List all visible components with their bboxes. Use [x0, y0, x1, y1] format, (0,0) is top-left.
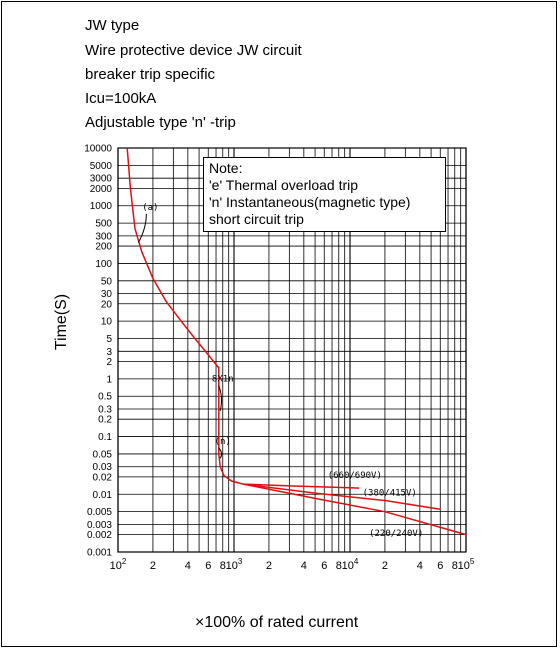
- y-tick-label: 5000: [90, 161, 113, 172]
- x-tick-label: 8: [452, 560, 458, 572]
- y-tick-label: 0.001: [87, 548, 112, 559]
- y-tick-label: 20: [101, 299, 113, 310]
- y-tick-label: 0.005: [87, 507, 112, 518]
- plot-border: [117, 147, 467, 553]
- y-tick-label: 2000: [90, 184, 113, 195]
- annotation-label: (n): [215, 437, 231, 447]
- series-line-3: [243, 483, 441, 511]
- x-tick-label: 8: [336, 560, 342, 572]
- x-tick-label: 4: [301, 560, 307, 572]
- title-line-4: Icu=100kA: [85, 90, 157, 107]
- x-axis-label: ×100% of rated current: [195, 614, 359, 631]
- y-tick-label: 500: [95, 219, 112, 230]
- title-line-3: breaker trip specific: [85, 66, 216, 83]
- y-tick-label: 100: [95, 259, 112, 270]
- x-tick-label: 6: [205, 560, 211, 572]
- x-tick-label: 8: [220, 560, 226, 572]
- y-tick-label: 0.2: [98, 415, 112, 426]
- y-tick-label: 1: [106, 374, 112, 385]
- x-tick-label: 102: [110, 557, 127, 572]
- y-axis-label: Time(S): [53, 293, 70, 351]
- annotations: (a) 8X1n (n) (660/690V) (380/415V) (220/240V): [137, 203, 423, 539]
- y-tick-label: 2: [106, 357, 112, 368]
- y-tick-label: 200: [95, 242, 112, 253]
- y-tick-label: 0.05: [93, 449, 113, 460]
- x-tick-label: 2: [266, 560, 272, 572]
- x-tick-label: 6: [437, 560, 443, 572]
- title-line-2: Wire protective device JW circuit: [85, 42, 302, 59]
- series-line-4: [243, 483, 467, 536]
- title-line-5: Adjustable type 'n' -trip: [85, 114, 236, 131]
- y-tick-label: 0.02: [93, 472, 113, 483]
- annotation-leader: [218, 447, 223, 459]
- series-line-1: [126, 147, 244, 485]
- x-tick-label: 2: [150, 560, 156, 572]
- y-tick-label: 0.5: [98, 392, 112, 403]
- curves: [126, 147, 467, 536]
- y-tick-label: 5: [106, 334, 112, 345]
- y-tick-label: 30: [101, 289, 113, 300]
- title-line-1: JW type: [85, 17, 140, 34]
- annotation-label: (660/690V): [328, 471, 382, 481]
- note-line-2: 'n' Instantaneous(magnetic type): [209, 194, 411, 210]
- annotation-leader: [137, 213, 147, 243]
- note-box: Note: 'e' Thermal overload trip 'n' Inst…: [203, 157, 446, 232]
- x-tick-label: 105: [458, 557, 475, 572]
- annotation-label: (380/415V): [363, 489, 417, 499]
- note-heading: Note:: [209, 160, 243, 176]
- y-tick-label: 0.1: [98, 432, 112, 443]
- series-line-2: [243, 483, 360, 489]
- x-tick-label: 6: [321, 560, 327, 572]
- annotation-label: (a): [142, 203, 158, 213]
- x-tick-label: 103: [226, 557, 243, 572]
- y-tick-label: 3000: [90, 174, 113, 185]
- y-tick-label: 300: [95, 231, 112, 242]
- y-tick-label: 50: [101, 276, 113, 287]
- y-tick-label: 0.03: [93, 462, 113, 473]
- x-tick-label: 2: [382, 560, 388, 572]
- annotation-leader: [218, 385, 223, 411]
- y-tick-label: 0.01: [93, 490, 113, 501]
- annotation-label: (220/240V): [369, 529, 423, 539]
- x-tick-label: 4: [417, 560, 423, 572]
- x-tick-label: 4: [185, 560, 191, 572]
- y-tick-label: 0.3: [98, 405, 112, 416]
- y-tick-label: 10: [101, 317, 113, 328]
- x-tick-label: 104: [342, 557, 359, 572]
- annotation-label: 8X1n: [212, 374, 234, 384]
- y-tick-label: 3: [106, 347, 112, 358]
- y-tick-label: 0.002: [87, 530, 112, 541]
- y-tick-label: 1000: [90, 201, 113, 212]
- y-tick-label: 10000: [84, 144, 112, 155]
- note-line-1: 'e' Thermal overload trip: [209, 177, 359, 193]
- x-tick-labels: 102 2 4 6 8 103 2 4 6 8 104 2 4 6 8 105: [110, 557, 475, 572]
- y-tick-label: 0.003: [87, 520, 112, 531]
- note-line-3: short circuit trip: [209, 211, 304, 227]
